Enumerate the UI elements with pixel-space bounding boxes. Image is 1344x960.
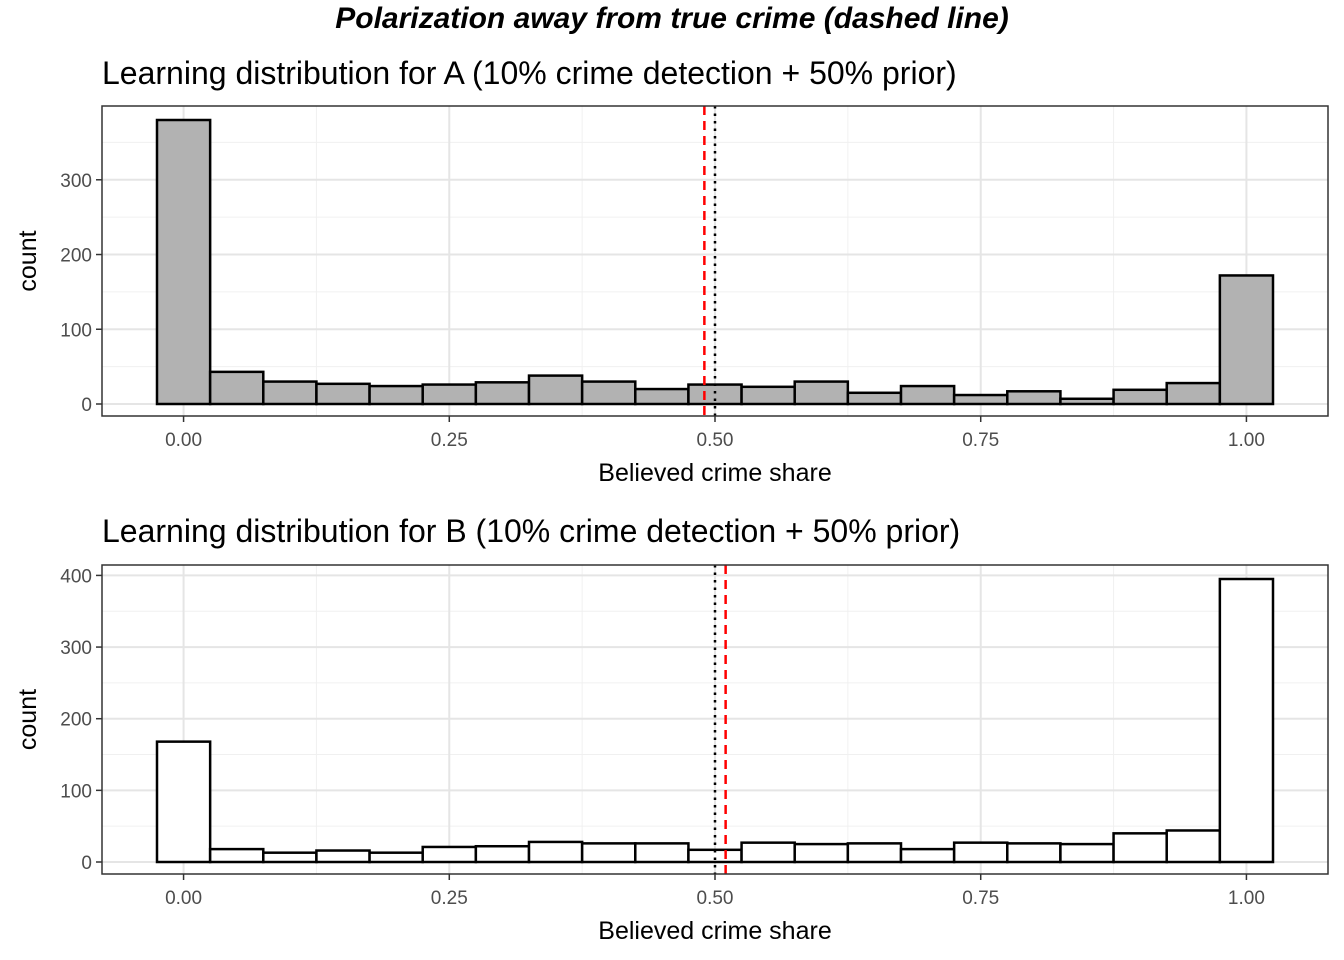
panel-a-bar xyxy=(155,118,212,406)
panel-b-x-tick-label: 1.00 xyxy=(1228,888,1265,909)
panel-a-bar xyxy=(846,391,903,406)
panel-a-title: Learning distribution for A (10% crime d… xyxy=(102,55,957,91)
panel-a-bar xyxy=(208,370,265,406)
panel-b-x-tick-label: 0.75 xyxy=(962,888,999,909)
panel-b-bar xyxy=(1218,577,1275,864)
panel-b-x-tick-label: 0.00 xyxy=(165,888,202,909)
panel-a-y-tick-label: 300 xyxy=(60,171,92,192)
panel-a-x-tick-label: 1.00 xyxy=(1228,430,1265,451)
panel-a-bar xyxy=(368,384,424,406)
panel-b-y-tick-label: 100 xyxy=(60,781,92,802)
panel-a-bar xyxy=(1059,397,1115,406)
panel-a-y-tick-label: 100 xyxy=(60,320,92,341)
panel-b-x-axis-title: Believed crime share xyxy=(598,917,831,945)
panel-b-bar xyxy=(899,847,956,864)
panel-a-bar xyxy=(474,381,531,406)
panel-b-bar xyxy=(634,842,690,864)
panel-a-bar xyxy=(687,383,743,406)
panel-b-bar xyxy=(262,851,318,864)
panel-b-x-tick-label: 0.25 xyxy=(431,888,468,909)
panel-b-bar xyxy=(208,847,265,864)
panel-a-bar xyxy=(1112,388,1168,406)
panel-a-bar xyxy=(421,383,478,406)
panel-b: Learning distribution for B (10% crime d… xyxy=(14,513,1329,945)
panel-b-bar xyxy=(1006,842,1062,864)
panel-a-y-axis-title: count xyxy=(14,230,42,291)
panel-a-bar xyxy=(899,384,956,406)
panel-a-bar xyxy=(634,387,690,406)
panel-a-bar xyxy=(580,380,637,406)
panel-b-bar xyxy=(421,845,478,864)
panel-b-bar xyxy=(474,844,531,864)
panel-a-y-tick-label: 0 xyxy=(81,395,92,416)
panel-a-bar xyxy=(952,393,1009,406)
panel-b-x-tick-label: 0.50 xyxy=(697,888,734,909)
panel-a-bar xyxy=(793,380,850,406)
panel-b-bar xyxy=(1059,842,1115,864)
panel-a-bar xyxy=(1218,274,1275,406)
panel-b-bar xyxy=(952,841,1009,864)
panel-b-bar xyxy=(1165,829,1222,864)
panel-a-x-tick-label: 0.25 xyxy=(431,430,468,451)
panel-b-bar xyxy=(155,740,212,864)
panel-a-bar xyxy=(740,385,796,406)
panel-b-y-tick-label: 400 xyxy=(60,566,92,587)
panel-a-x-tick-label: 0.75 xyxy=(962,430,999,451)
panel-b-y-axis-title: count xyxy=(14,689,42,750)
panel-b-y-tick-label: 0 xyxy=(81,853,92,874)
panel-a-bar xyxy=(1006,390,1062,406)
panel-a-y-tick-label: 200 xyxy=(60,246,92,267)
panel-b-bar xyxy=(740,841,796,864)
panel-a-bar xyxy=(527,374,584,406)
panel-b-y-tick-label: 200 xyxy=(60,710,92,731)
panel-a: Learning distribution for A (10% crime d… xyxy=(14,55,1329,487)
panel-b-bar xyxy=(527,840,584,864)
panel-b-bar xyxy=(580,842,637,864)
panel-b-y-tick-label: 300 xyxy=(60,638,92,659)
panel-b-bar xyxy=(1112,832,1168,864)
panel-b-bar xyxy=(368,851,424,864)
panel-b-bar xyxy=(846,842,903,864)
panel-a-bar xyxy=(262,380,318,406)
panel-a-x-tick-label: 0.50 xyxy=(697,430,734,451)
panel-a-x-tick-label: 0.00 xyxy=(165,430,202,451)
panel-a-bar xyxy=(315,382,371,406)
panel-b-bar xyxy=(315,849,371,864)
panel-b-title: Learning distribution for B (10% crime d… xyxy=(102,513,960,549)
panel-b-bar xyxy=(793,842,850,864)
panel-a-x-axis-title: Believed crime share xyxy=(598,459,831,487)
panel-a-bar xyxy=(1165,381,1222,406)
figure-title: Polarization away from true crime (dashe… xyxy=(335,2,1009,35)
